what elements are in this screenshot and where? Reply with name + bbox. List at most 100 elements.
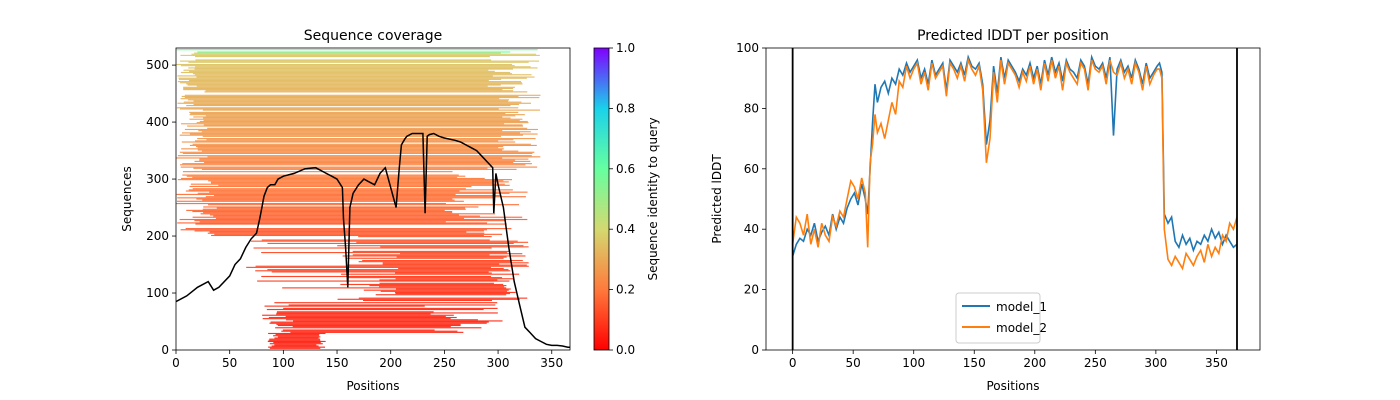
heatmap-row <box>203 119 520 121</box>
heatmap-row <box>347 264 527 266</box>
heatmap-row <box>197 51 511 53</box>
x-tick-label: 50 <box>846 356 861 370</box>
heatmap-row <box>285 315 446 317</box>
heatmap-row <box>176 63 513 66</box>
heatmap-row <box>196 198 453 200</box>
heatmap-row <box>396 256 507 258</box>
heatmap-row <box>180 229 488 231</box>
heatmap-row <box>180 164 526 166</box>
heatmap-row <box>198 130 503 132</box>
heatmap-row <box>180 98 500 100</box>
heatmap-row <box>399 253 523 255</box>
heatmap-row <box>202 199 455 201</box>
heatmap-row <box>379 279 498 281</box>
heatmap-row <box>200 213 496 215</box>
heatmap-row <box>203 212 453 214</box>
heatmap-row <box>205 196 526 198</box>
heatmap-row <box>375 294 507 296</box>
heatmap-row <box>197 138 536 140</box>
y-tick-label: 0 <box>751 343 759 357</box>
heatmap-row <box>267 269 509 271</box>
heatmap-row <box>348 277 503 279</box>
heatmap-row <box>177 81 522 83</box>
heatmap-row <box>196 85 488 87</box>
legend-label-model-2: model_2 <box>996 321 1047 335</box>
heatmap-row <box>358 297 528 299</box>
heatmap-row <box>195 66 531 68</box>
heatmap-row <box>380 246 529 248</box>
heatmap-row <box>195 59 492 61</box>
heatmap-row <box>194 68 513 70</box>
plddt-title: Predicted lDDT per position <box>917 28 1109 44</box>
series-line-model-2 <box>791 57 1238 271</box>
heatmap-row <box>276 323 461 325</box>
heatmap-row <box>180 60 540 62</box>
heatmap-row <box>261 251 508 254</box>
heatmap-row <box>202 109 540 111</box>
heatmap-row <box>215 217 465 219</box>
heatmap-row <box>210 181 509 183</box>
heatmap-row <box>203 117 511 119</box>
heatmap-row <box>282 329 435 331</box>
heatmap-row <box>181 132 520 134</box>
heatmap-row <box>196 76 535 78</box>
heatmap-row <box>352 250 510 252</box>
heatmap-row <box>189 111 519 113</box>
heatmap-row <box>340 273 520 275</box>
x-tick-label: 300 <box>1144 356 1167 370</box>
heatmap-row <box>266 308 484 311</box>
colorbar-tick-label: 0.8 <box>616 101 635 115</box>
heatmap-row <box>202 208 466 210</box>
heatmap-row <box>201 168 517 170</box>
heatmap-row <box>199 159 516 161</box>
heatmap-row <box>218 184 510 186</box>
heatmap-row <box>379 286 505 288</box>
colorbar-tick-label: 0.4 <box>616 222 635 236</box>
heatmap-row <box>395 293 511 295</box>
heatmap-row <box>194 160 531 162</box>
heatmap-row <box>275 334 320 336</box>
heatmap-row <box>189 144 537 147</box>
heatmap-row <box>176 157 503 159</box>
heatmap-row <box>181 148 504 150</box>
plddt-y-ticks: 0 20 40 60 80 100 <box>736 41 766 357</box>
heatmap-row <box>382 262 529 264</box>
heatmap-row <box>288 304 496 306</box>
heatmap-row <box>204 91 528 93</box>
heatmap-row <box>356 241 529 243</box>
heatmap-row <box>192 188 466 190</box>
heatmap-row <box>189 118 523 120</box>
x-tick-label: 100 <box>902 356 925 370</box>
heatmap-row <box>208 180 504 182</box>
colorbar-tick-label: 0.2 <box>616 283 635 297</box>
heatmap-row <box>203 206 479 208</box>
plddt-x-label: Positions <box>987 379 1040 393</box>
heatmap-row <box>395 288 511 290</box>
heatmap-row <box>194 52 501 54</box>
heatmap-row <box>184 94 541 96</box>
heatmap-row <box>176 202 446 205</box>
heatmap-row <box>210 182 493 184</box>
heatmap-row <box>185 228 512 230</box>
heatmap-row <box>262 314 454 316</box>
heatmap-row <box>192 176 458 178</box>
heatmap-row <box>216 207 466 209</box>
heatmap-row <box>177 200 464 202</box>
heatmap-row <box>253 247 492 249</box>
heatmap-row <box>362 259 523 262</box>
heatmap-row <box>201 131 531 133</box>
coverage-line <box>176 132 570 348</box>
heatmap-row <box>195 223 507 225</box>
heatmap-row <box>293 320 503 322</box>
heatmap-row <box>205 90 514 92</box>
heatmap-row <box>395 272 492 274</box>
heatmap-row <box>271 271 489 273</box>
heatmap-row <box>211 234 484 237</box>
heatmap-row <box>207 156 541 158</box>
x-tick-label: 50 <box>222 356 237 370</box>
y-tick-label: 300 <box>146 172 169 186</box>
y-tick-label: 200 <box>146 229 169 243</box>
heatmap-row <box>282 287 507 289</box>
heatmap-row <box>188 189 513 191</box>
heatmap-row <box>186 175 466 177</box>
